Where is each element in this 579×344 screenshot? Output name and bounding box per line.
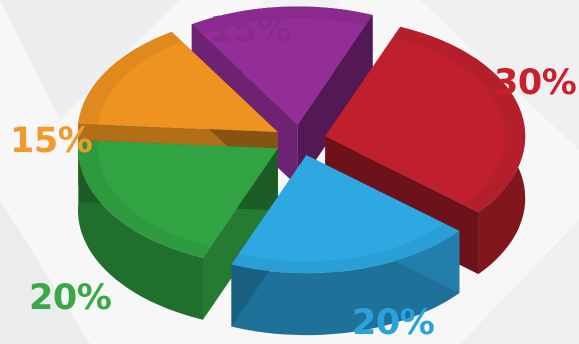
pie-slice-green (77, 140, 278, 320)
slice-label-green: 20% (29, 278, 112, 318)
slice-edge-purple (297, 15, 373, 187)
slice-side-green (78, 140, 203, 320)
slice-side-blue (231, 231, 460, 336)
slice-label-purple: 15% (209, 10, 292, 50)
slice-label-red: 30% (494, 63, 577, 103)
pie-slice-blue (231, 155, 460, 336)
slice-label-blue: 20% (352, 303, 435, 343)
slice-label-orange: 15% (10, 121, 93, 161)
